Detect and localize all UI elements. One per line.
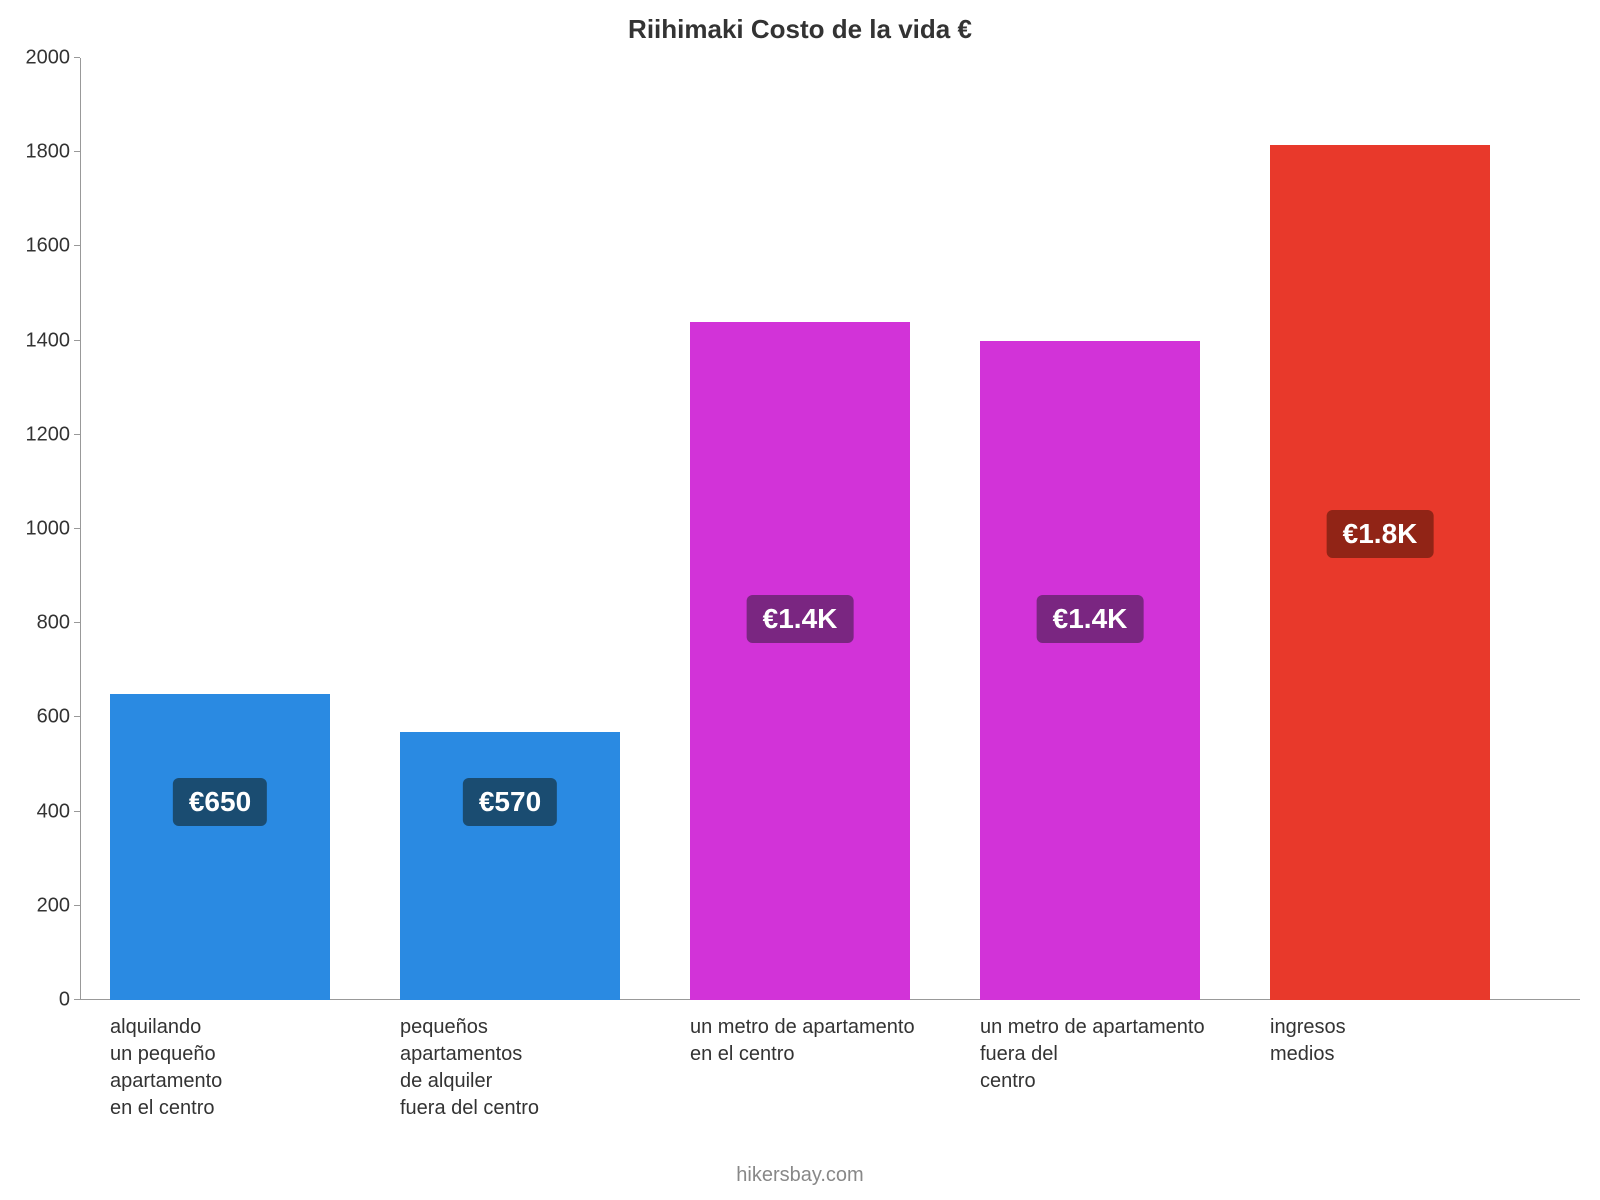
x-category-label: un metro de apartamentofuera delcentro [980,1000,1205,1095]
x-category-label-line: fuera del centro [400,1095,539,1122]
y-tick-label: 1000 [26,518,71,541]
x-category-label: pequeñosapartamentosde alquilerfuera del… [400,1000,539,1122]
bar-value-badge: €1.8K [1327,510,1434,558]
x-category-label-line: un metro de apartamento [980,1014,1205,1041]
x-category-label-line: medios [1270,1041,1346,1068]
bar: €1.4K [980,341,1200,1000]
chart-container: Riihimaki Costo de la vida € 02004006008… [0,0,1600,1200]
y-tick-label: 200 [37,894,70,917]
x-category-label-line: de alquiler [400,1068,539,1095]
bar-value-badge: €570 [463,778,557,826]
y-tick-mark [74,905,80,906]
y-tick-label: 400 [37,800,70,823]
y-tick-mark [74,811,80,812]
x-category-label-line: alquilando [110,1014,222,1041]
x-category-label-line: apartamento [110,1068,222,1095]
x-category-label-line: un metro de apartamento [690,1014,915,1041]
y-axis-line [80,58,81,1000]
chart-title: Riihimaki Costo de la vida € [0,14,1600,45]
chart-footer: hikersbay.com [0,1164,1600,1187]
plot-area: 0200400600800100012001400160018002000€65… [80,58,1580,1000]
y-tick-mark [74,151,80,152]
y-tick-label: 600 [37,706,70,729]
x-category-label-line: centro [980,1068,1205,1095]
x-category-label-line: en el centro [690,1041,915,1068]
y-tick-label: 800 [37,612,70,635]
bar-value-badge: €1.4K [747,595,854,643]
y-tick-mark [74,434,80,435]
bar-value-badge: €1.4K [1037,595,1144,643]
x-category-label: un metro de apartamentoen el centro [690,1000,915,1068]
bar: €1.4K [690,322,910,1000]
x-category-label-line: pequeños [400,1014,539,1041]
y-tick-mark [74,622,80,623]
y-tick-mark [74,999,80,1000]
x-category-label-line: ingresos [1270,1014,1346,1041]
x-category-label-line: fuera del [980,1041,1205,1068]
y-tick-label: 1400 [26,329,71,352]
x-category-label: ingresosmedios [1270,1000,1346,1068]
y-tick-mark [74,57,80,58]
y-tick-mark [74,528,80,529]
x-category-label-line: un pequeño [110,1041,222,1068]
y-tick-mark [74,716,80,717]
bar: €1.8K [1270,145,1490,1000]
x-category-label-line: apartamentos [400,1041,539,1068]
y-tick-label: 1800 [26,141,71,164]
y-tick-label: 1200 [26,423,71,446]
x-category-label-line: en el centro [110,1095,222,1122]
x-category-label: alquilandoun pequeñoapartamentoen el cen… [110,1000,222,1122]
bar: €650 [110,694,330,1000]
y-tick-label: 2000 [26,47,71,70]
y-tick-label: 0 [59,989,70,1012]
y-tick-label: 1600 [26,235,71,258]
y-tick-mark [74,340,80,341]
y-tick-mark [74,245,80,246]
bar: €570 [400,732,620,1000]
bar-value-badge: €650 [173,778,267,826]
